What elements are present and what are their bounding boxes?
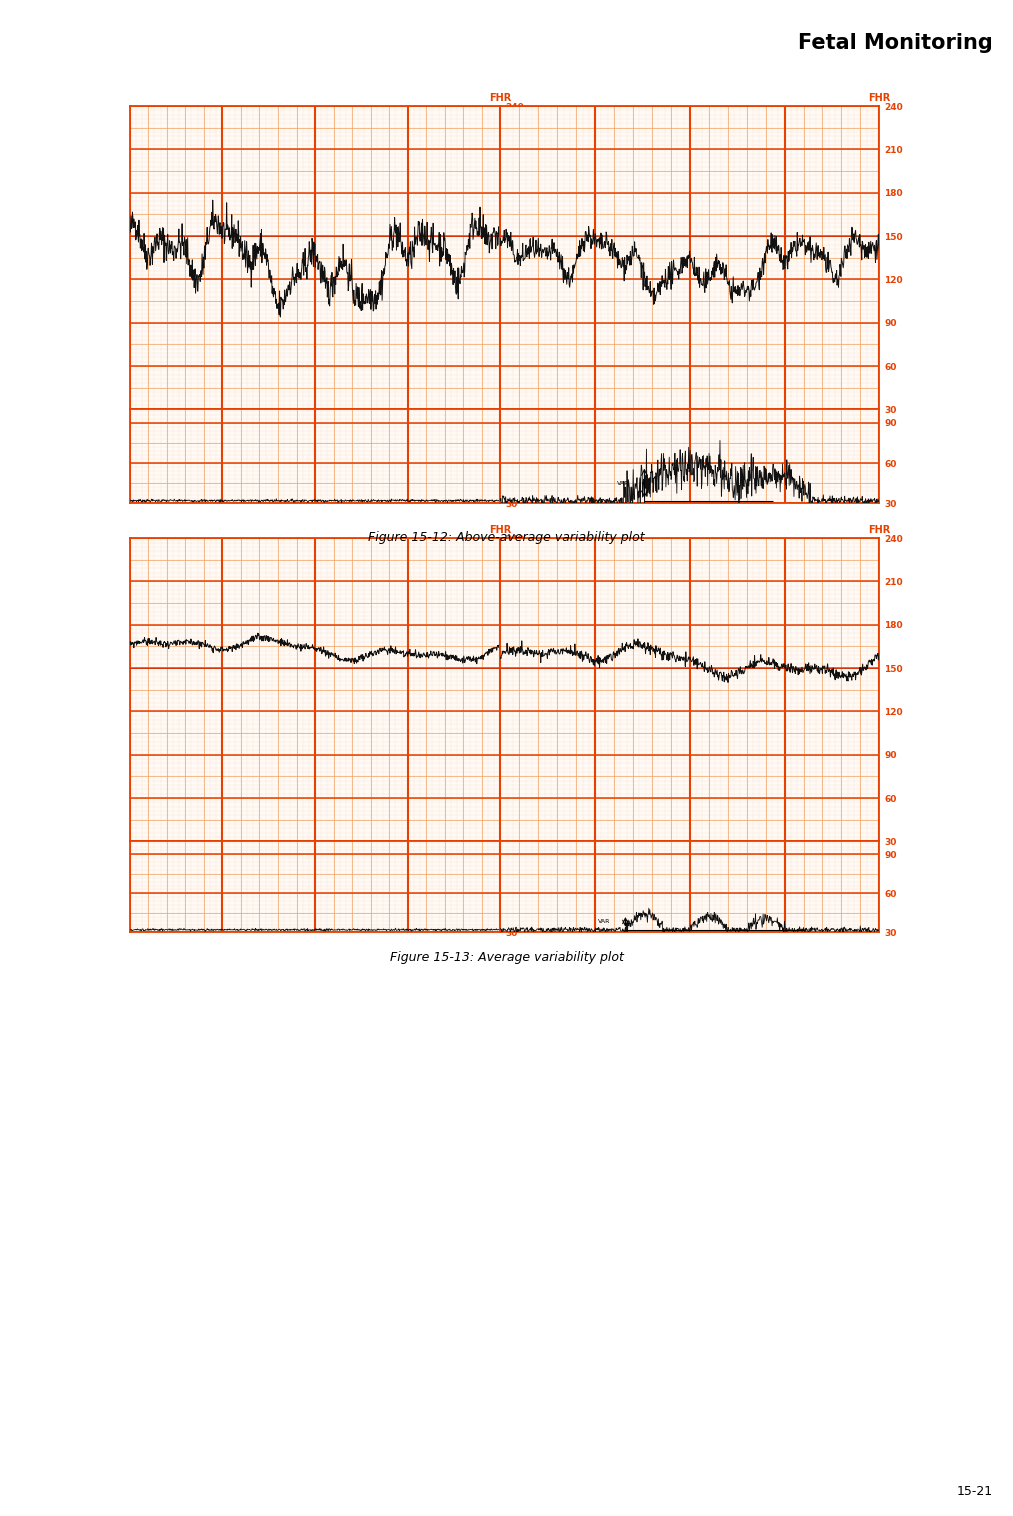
Text: FHR: FHR: [489, 525, 512, 535]
Text: 15-21: 15-21: [956, 1484, 993, 1498]
Text: FHR: FHR: [868, 525, 890, 535]
Text: Fetal Monitoring: Fetal Monitoring: [798, 33, 993, 53]
Text: FHR: FHR: [489, 92, 512, 103]
Text: Figure 15-12: Above-average variability plot: Figure 15-12: Above-average variability …: [368, 531, 645, 544]
Text: FHR: FHR: [868, 92, 890, 103]
Text: VAR: VAR: [598, 919, 610, 925]
Text: VAR: VAR: [617, 481, 629, 485]
Text: Figure 15-13: Average variability plot: Figure 15-13: Average variability plot: [390, 951, 623, 964]
